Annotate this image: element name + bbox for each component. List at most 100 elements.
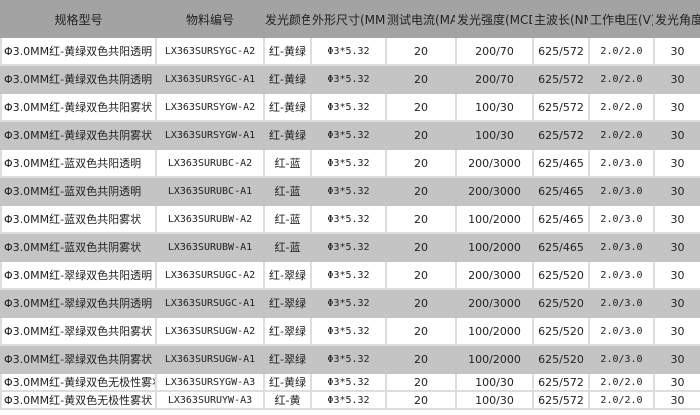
cell-viewing-angle: 30 [653, 344, 700, 374]
cell-dimensions: Φ3*5.32 [310, 92, 387, 122]
cell-viewing-angle: 30 [653, 176, 700, 206]
cell-material-code: LX363SURSYGW-A1 [155, 120, 265, 150]
cell-material-code: LX363SURSYGW-A2 [155, 92, 265, 122]
cell-emission-color: 红-翠绿 [263, 260, 312, 290]
table-row: Φ3.0MM红-蓝双色共阴雾状 LX363SURUBW-A1 红-蓝 Φ3*5.32 2… [0, 232, 700, 262]
cell-working-voltage: 2.0/2.0 [588, 36, 655, 66]
table-row: Φ3.0MM红-黄双色无极性雾状 LX363SURUYW-A3 红-黄 Φ3*5.32… [0, 390, 700, 410]
cell-viewing-angle: 30 [653, 64, 700, 94]
table-header-row: 规格型号物料编号发光颜色外形尺寸(MM)测试电流(MA)发光强度(MCD)主波长… [0, 0, 700, 38]
cell-luminous-intensity: 100/2000 [455, 316, 534, 346]
cell-material-code: LX363SURSUGC-A1 [155, 288, 265, 318]
cell-test-current: 20 [385, 260, 457, 290]
cell-viewing-angle: 30 [653, 288, 700, 318]
cell-emission-color: 红-翠绿 [263, 344, 312, 374]
cell-emission-color: 红-黄绿 [263, 92, 312, 122]
cell-emission-color: 红-黄 [263, 390, 312, 410]
cell-dimensions: Φ3*5.32 [310, 148, 387, 178]
cell-test-current: 20 [385, 372, 457, 392]
cell-emission-color: 红-黄绿 [263, 120, 312, 150]
cell-emission-color: 红-蓝 [263, 204, 312, 234]
cell-dimensions: Φ3*5.32 [310, 344, 387, 374]
cell-spec-model: Φ3.0MM红-黄绿双色共阴雾状 [0, 120, 157, 150]
cell-spec-model: Φ3.0MM红-翠绿双色共阴雾状 [0, 344, 157, 374]
cell-dimensions: Φ3*5.32 [310, 390, 387, 410]
table-row: Φ3.0MM红-蓝双色共阴透明 LX363SURUBC-A1 红-蓝 Φ3*5.32 2… [0, 176, 700, 206]
cell-dominant-wavelength: 625/572 [532, 92, 590, 122]
cell-working-voltage: 2.0/2.0 [588, 390, 655, 410]
cell-spec-model: Φ3.0MM红-黄绿双色共阳雾状 [0, 92, 157, 122]
cell-material-code: LX363SURUBC-A1 [155, 176, 265, 206]
header-viewing-angle: 发光角度 [653, 0, 700, 38]
cell-working-voltage: 2.0/3.0 [588, 288, 655, 318]
table-row: Φ3.0MM红-翠绿双色共阴透明 LX363SURSUGC-A1 红-翠绿 Φ3*5.… [0, 288, 700, 318]
cell-emission-color: 红-黄绿 [263, 36, 312, 66]
cell-luminous-intensity: 100/30 [455, 372, 534, 392]
cell-luminous-intensity: 100/30 [455, 120, 534, 150]
cell-spec-model: Φ3.0MM红-翠绿双色共阳透明 [0, 260, 157, 290]
cell-test-current: 20 [385, 148, 457, 178]
cell-viewing-angle: 30 [653, 120, 700, 150]
cell-emission-color: 红-翠绿 [263, 288, 312, 318]
cell-working-voltage: 2.0/2.0 [588, 120, 655, 150]
cell-luminous-intensity: 200/3000 [455, 148, 534, 178]
table-row: Φ3.0MM红-黄绿双色无极性雾状 LX363SURSYGW-A3 红-黄绿 Φ3*5… [0, 372, 700, 392]
cell-test-current: 20 [385, 232, 457, 262]
cell-dimensions: Φ3*5.32 [310, 120, 387, 150]
cell-material-code: LX363SURUYW-A3 [155, 390, 265, 410]
cell-luminous-intensity: 200/70 [455, 36, 534, 66]
cell-dimensions: Φ3*5.32 [310, 260, 387, 290]
header-test-current: 测试电流(MA) [385, 0, 457, 38]
cell-dominant-wavelength: 625/520 [532, 288, 590, 318]
cell-dominant-wavelength: 625/572 [532, 120, 590, 150]
cell-luminous-intensity: 100/2000 [455, 204, 534, 234]
cell-dominant-wavelength: 625/520 [532, 260, 590, 290]
cell-material-code: LX363SURSYGC-A1 [155, 64, 265, 94]
cell-dimensions: Φ3*5.32 [310, 232, 387, 262]
table-row: Φ3.0MM红-蓝双色共阳雾状 LX363SURUBW-A2 红-蓝 Φ3*5.32 2… [0, 204, 700, 234]
cell-working-voltage: 2.0/2.0 [588, 372, 655, 392]
cell-viewing-angle: 30 [653, 390, 700, 410]
cell-dimensions: Φ3*5.32 [310, 36, 387, 66]
cell-material-code: LX363SURSUGW-A1 [155, 344, 265, 374]
cell-working-voltage: 2.0/2.0 [588, 64, 655, 94]
cell-working-voltage: 2.0/3.0 [588, 204, 655, 234]
cell-working-voltage: 2.0/3.0 [588, 260, 655, 290]
cell-luminous-intensity: 200/70 [455, 64, 534, 94]
cell-test-current: 20 [385, 316, 457, 346]
cell-working-voltage: 2.0/3.0 [588, 176, 655, 206]
cell-material-code: LX363SURSYGC-A2 [155, 36, 265, 66]
cell-test-current: 20 [385, 64, 457, 94]
cell-spec-model: Φ3.0MM红-黄双色无极性雾状 [0, 390, 157, 410]
header-material-code: 物料编号 [155, 0, 265, 38]
cell-spec-model: Φ3.0MM红-翠绿双色共阴透明 [0, 288, 157, 318]
cell-viewing-angle: 30 [653, 36, 700, 66]
cell-dimensions: Φ3*5.32 [310, 176, 387, 206]
cell-luminous-intensity: 100/2000 [455, 232, 534, 262]
table-row: Φ3.0MM红-翠绿双色共阳透明 LX363SURSUGC-A2 红-翠绿 Φ3*5.… [0, 260, 700, 290]
cell-material-code: LX363SURSYGW-A3 [155, 372, 265, 392]
cell-test-current: 20 [385, 204, 457, 234]
cell-spec-model: Φ3.0MM红-翠绿双色共阳雾状 [0, 316, 157, 346]
cell-viewing-angle: 30 [653, 232, 700, 262]
cell-dimensions: Φ3*5.32 [310, 316, 387, 346]
cell-dominant-wavelength: 625/572 [532, 390, 590, 410]
cell-viewing-angle: 30 [653, 92, 700, 122]
cell-material-code: LX363SURSUGW-A2 [155, 316, 265, 346]
cell-emission-color: 红-翠绿 [263, 316, 312, 346]
header-working-voltage: 工作电压(V) [588, 0, 655, 38]
cell-emission-color: 红-黄绿 [263, 372, 312, 392]
cell-emission-color: 红-蓝 [263, 232, 312, 262]
cell-luminous-intensity: 200/3000 [455, 260, 534, 290]
cell-working-voltage: 2.0/3.0 [588, 148, 655, 178]
cell-spec-model: Φ3.0MM红-蓝双色共阳透明 [0, 148, 157, 178]
table-row: Φ3.0MM红-蓝双色共阳透明 LX363SURUBC-A2 红-蓝 Φ3*5.32 2… [0, 148, 700, 178]
cell-spec-model: Φ3.0MM红-蓝双色共阳雾状 [0, 204, 157, 234]
cell-viewing-angle: 30 [653, 204, 700, 234]
cell-luminous-intensity: 200/3000 [455, 176, 534, 206]
cell-test-current: 20 [385, 390, 457, 410]
header-spec-model: 规格型号 [0, 0, 157, 38]
cell-spec-model: Φ3.0MM红-黄绿双色无极性雾状 [0, 372, 157, 392]
cell-viewing-angle: 30 [653, 372, 700, 392]
